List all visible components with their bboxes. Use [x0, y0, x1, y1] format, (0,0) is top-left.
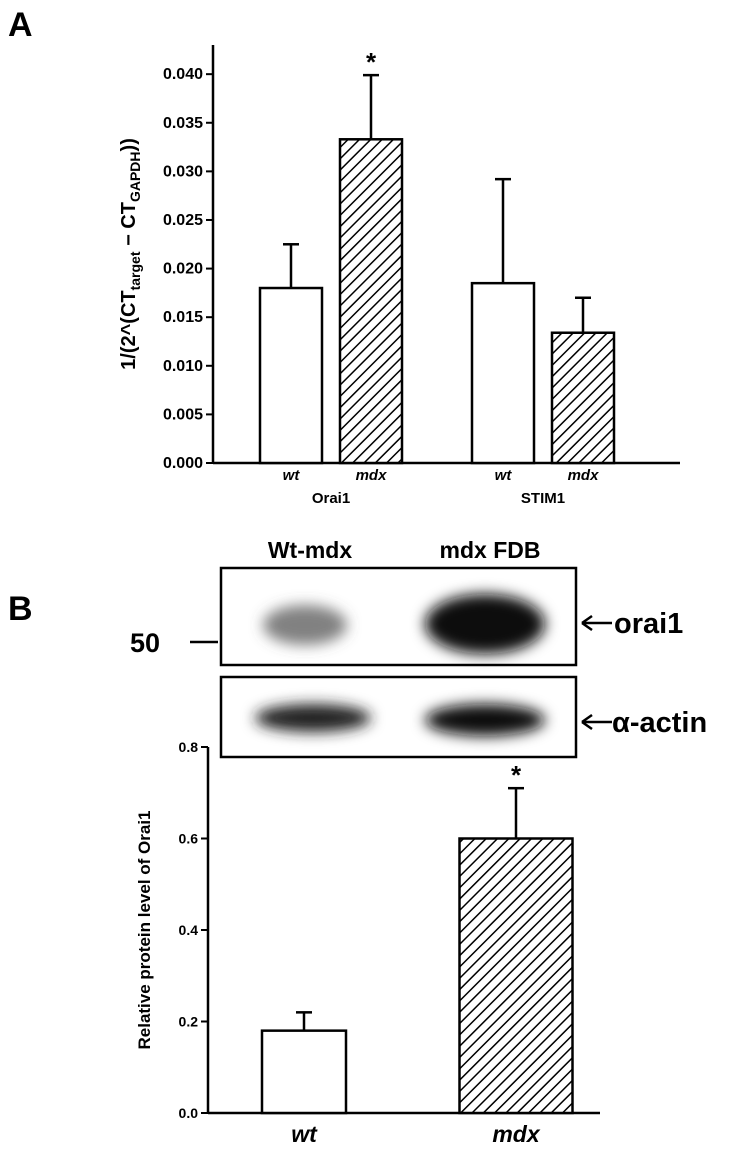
bar — [338, 138, 404, 465]
y-tick-label: 0.4 — [179, 922, 199, 938]
x-tick-label: STIM1 — [521, 490, 565, 507]
lane-label: Wt-mdx — [268, 537, 353, 563]
y-tick-label: 0.025 — [163, 212, 203, 229]
arrow — [581, 614, 612, 632]
series-label: mdx — [356, 467, 388, 484]
y-tick-label: 0.2 — [179, 1014, 199, 1030]
bar — [458, 837, 574, 1115]
panel-label: A — [8, 6, 33, 44]
series-label: wt — [283, 467, 301, 484]
band-label: orai1 — [614, 608, 683, 640]
y-axis-label-part: )) — [118, 138, 140, 151]
y-axis-label: Relative protein level of Orai1 — [135, 810, 154, 1049]
y-tick-label: 0.020 — [163, 261, 203, 278]
lane-label: mdx FDB — [440, 537, 541, 563]
y-tick-label: 0.000 — [163, 455, 203, 472]
y-tick-label: 0.015 — [163, 309, 203, 326]
bar — [258, 286, 324, 465]
y-tick-label: 0.040 — [163, 66, 203, 83]
series-label: mdx — [568, 467, 600, 484]
series-label: wt — [495, 467, 513, 484]
significance-mark: * — [366, 47, 377, 77]
y-axis-label-part: GAPDH — [127, 151, 143, 202]
y-tick-label: 0.030 — [163, 163, 203, 180]
x-tick-label: wt — [291, 1121, 318, 1147]
bar — [550, 331, 616, 465]
y-tick-label: 0.6 — [179, 831, 199, 847]
y-tick-label: 0.0 — [179, 1105, 199, 1121]
size-marker: 50 — [130, 628, 160, 658]
arrow — [581, 713, 612, 731]
y-axis-label-part: 1/(2^(CT — [118, 290, 140, 369]
significance-mark: * — [511, 760, 522, 790]
y-tick-label: 0.005 — [163, 406, 203, 423]
y-axis-label: 1/(2^(CTtarget − CTGAPDH)) — [118, 138, 143, 370]
band-label: α-actin — [612, 707, 707, 739]
blot-bands — [255, 594, 545, 736]
x-tick-label: mdx — [492, 1121, 541, 1147]
panel-label: B — [8, 590, 33, 628]
y-tick-label: 0.8 — [179, 739, 199, 755]
bar — [470, 281, 536, 465]
y-axis-label-part: target — [127, 251, 143, 290]
x-tick-label: Orai1 — [312, 490, 350, 507]
y-tick-label: 0.035 — [163, 115, 203, 132]
bar — [260, 1029, 348, 1115]
y-tick-label: 0.010 — [163, 358, 203, 375]
y-axis-label-part: − CT — [118, 202, 140, 251]
